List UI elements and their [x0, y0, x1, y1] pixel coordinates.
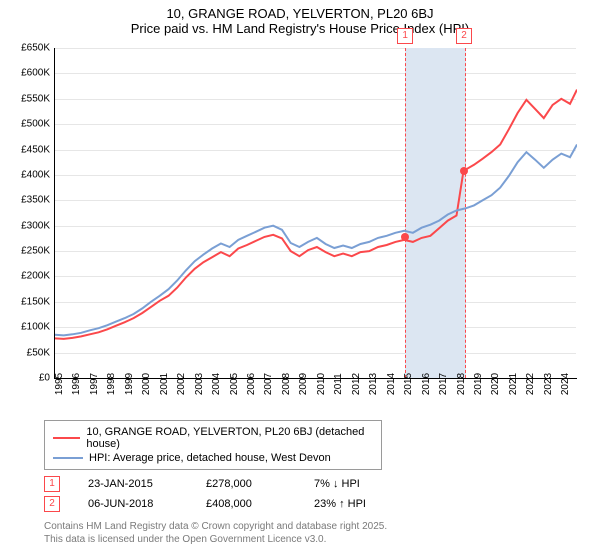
legend: 10, GRANGE ROAD, YELVERTON, PL20 6BJ (de… [44, 420, 382, 470]
sale-date: 23-JAN-2015 [88, 478, 178, 490]
x-tick-label: 2007 [263, 373, 274, 395]
x-tick-label: 2009 [298, 373, 309, 395]
x-tick-label: 2016 [421, 373, 432, 395]
y-tick-label: £150K [10, 296, 50, 307]
y-tick-label: £350K [10, 195, 50, 206]
y-tick-label: £0 [10, 373, 50, 384]
x-tick-label: 1998 [106, 373, 117, 395]
x-tick-label: 2015 [403, 373, 414, 395]
chart-titles: 10, GRANGE ROAD, YELVERTON, PL20 6BJ Pri… [0, 0, 600, 40]
y-tick-label: £300K [10, 220, 50, 231]
x-tick-label: 2023 [543, 373, 554, 395]
x-tick-label: 1997 [89, 373, 100, 395]
x-tick-label: 1999 [124, 373, 135, 395]
x-tick-label: 1996 [71, 373, 82, 395]
x-tick-label: 2013 [368, 373, 379, 395]
sale-marker: 1 [44, 476, 60, 492]
x-tick-label: 2002 [176, 373, 187, 395]
legend-swatch [53, 457, 83, 459]
title-main: 10, GRANGE ROAD, YELVERTON, PL20 6BJ [0, 6, 600, 21]
attribution: Contains HM Land Registry data © Crown c… [44, 520, 590, 546]
marker-dot-2 [460, 167, 468, 175]
marker-box-2: 2 [456, 28, 472, 44]
series-line-0 [55, 90, 577, 339]
x-tick-label: 2017 [438, 373, 449, 395]
y-tick-label: £500K [10, 119, 50, 130]
y-tick-label: £50K [10, 347, 50, 358]
marker-dot-1 [401, 233, 409, 241]
x-tick-label: 2019 [473, 373, 484, 395]
x-tick-label: 2003 [194, 373, 205, 395]
x-tick-label: 2000 [141, 373, 152, 395]
x-tick-label: 2011 [333, 373, 344, 395]
legend-label: HPI: Average price, detached house, West… [89, 452, 331, 464]
x-tick-label: 1995 [54, 373, 65, 395]
x-tick-label: 2001 [159, 373, 170, 395]
sale-row: 1 23-JAN-2015 £278,000 7% ↓ HPI [44, 474, 590, 494]
plot-area: 12 [54, 48, 577, 379]
x-tick-label: 2020 [490, 373, 501, 395]
attrib-line2: This data is licensed under the Open Gov… [44, 533, 590, 546]
sale-row: 2 06-JUN-2018 £408,000 23% ↑ HPI [44, 494, 590, 514]
y-tick-label: £400K [10, 169, 50, 180]
legend-row: HPI: Average price, detached house, West… [53, 451, 373, 465]
x-tick-label: 2021 [508, 373, 519, 395]
line-chart: £0 £50K £100K £150K £200K £250K £300K £350K £400… [10, 40, 580, 420]
y-tick-label: £550K [10, 93, 50, 104]
sale-delta: 23% ↑ HPI [314, 498, 366, 510]
legend-swatch [53, 437, 80, 439]
sale-date: 06-JUN-2018 [88, 498, 178, 510]
legend-label: 10, GRANGE ROAD, YELVERTON, PL20 6BJ (de… [86, 426, 373, 450]
x-tick-label: 2006 [246, 373, 257, 395]
sale-price: £408,000 [206, 498, 286, 510]
x-tick-label: 2024 [560, 373, 571, 395]
x-tick-label: 2005 [229, 373, 240, 395]
y-tick-label: £200K [10, 271, 50, 282]
marker-box-1: 1 [397, 28, 413, 44]
x-tick-label: 2018 [456, 373, 467, 395]
sales-table: 1 23-JAN-2015 £278,000 7% ↓ HPI 2 06-JUN-2018… [44, 474, 590, 514]
series-svg [55, 48, 577, 378]
y-tick-label: £100K [10, 322, 50, 333]
x-tick-label: 2004 [211, 373, 222, 395]
y-tick-label: £650K [10, 43, 50, 54]
y-tick-label: £600K [10, 68, 50, 79]
x-tick-label: 2008 [281, 373, 292, 395]
x-tick-label: 2014 [386, 373, 397, 395]
legend-row: 10, GRANGE ROAD, YELVERTON, PL20 6BJ (de… [53, 425, 373, 451]
sale-marker: 2 [44, 496, 60, 512]
attrib-line1: Contains HM Land Registry data © Crown c… [44, 520, 590, 533]
x-tick-label: 2012 [351, 373, 362, 395]
x-tick-label: 2010 [316, 373, 327, 395]
title-sub: Price paid vs. HM Land Registry's House … [0, 21, 600, 36]
sale-price: £278,000 [206, 478, 286, 490]
sale-delta: 7% ↓ HPI [314, 478, 360, 490]
y-tick-label: £250K [10, 246, 50, 257]
y-tick-label: £450K [10, 144, 50, 155]
x-tick-label: 2022 [525, 373, 536, 395]
series-line-1 [55, 145, 577, 336]
